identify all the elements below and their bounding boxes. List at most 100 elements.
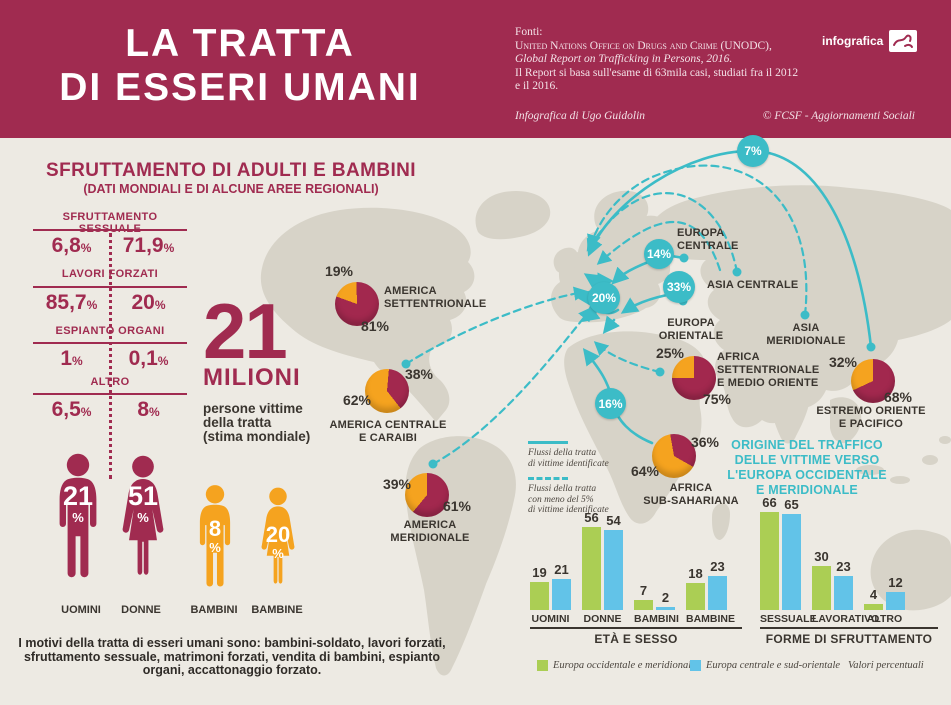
stat-values: 6,5% 8% (51, 398, 160, 421)
bar (812, 566, 831, 610)
bar-value-label: 30 (814, 549, 829, 564)
pie-region-name: AMERICA CENTRALE E CARAIBI (329, 419, 447, 444)
pie-label-red: 75% (702, 391, 732, 407)
stat-rule (33, 229, 187, 231)
flow-dashed-asia-centrale-outer (586, 192, 739, 274)
bar-value-label: 4 (869, 587, 878, 602)
bar-group: 7 2 BAMBINI (634, 583, 679, 625)
figure-label-donne: DONNE (121, 604, 161, 616)
bar-category-label: BAMBINE (686, 613, 735, 625)
legend-green: Europa occidentale e meridionale (537, 660, 696, 671)
bar-category-label: SESSUALE (760, 613, 817, 625)
pie-america-centrale (365, 369, 409, 413)
bar (708, 576, 727, 610)
bar-value-label: 12 (888, 575, 903, 590)
bar-value-label: 2 (661, 590, 670, 605)
x-axis (530, 627, 742, 629)
map-island (890, 476, 910, 484)
bar-value-label: 7 (639, 583, 648, 598)
blue-swatch (690, 660, 701, 671)
pie-label-red: 36% (690, 434, 720, 450)
logo-text: infografica (822, 34, 884, 48)
flow-badge-33: 33% (663, 271, 695, 303)
solid-line-swatch (528, 441, 568, 444)
figure-label-bambine: BAMBINE (251, 604, 303, 616)
pie-america-settentrionale (335, 282, 379, 326)
legend-blue: Europa centrale e sud-orientale (690, 660, 840, 671)
map-asia (646, 185, 951, 428)
flow-badge-14: 14% (644, 239, 674, 269)
chart-title: ETÀ E SESSO (594, 632, 678, 646)
sources-block: Fonti: United Nations Office on Drugs an… (515, 26, 799, 92)
big-number-unit: MILIONI (203, 364, 301, 391)
big-number-value: 21 (203, 287, 288, 375)
figure-value-uomini: 21% (62, 481, 94, 525)
flow-dashed-south-america (431, 306, 593, 466)
woman-figure-donne (122, 455, 164, 575)
flow-legend: Flussi della tratta di vittime identific… (528, 441, 646, 516)
map-island (939, 436, 951, 444)
flow-dashed-africa-sett (593, 341, 662, 374)
flow-dashed-north-america (404, 286, 589, 366)
pie-estremo-oriente (851, 359, 895, 403)
pie-america-meridionale (405, 473, 449, 517)
bar-chart-eta-e-sesso: 19 21 UOMINI 56 54 DONNE 7 2 BAMBINI 18 23 BAMBINE … (530, 507, 742, 705)
stat-label: SFRUTTAMENTO SESSUALE (62, 211, 158, 235)
bar-group: 4 12 ALTRO (864, 575, 905, 625)
figure-label-uomini: UOMINI (61, 604, 101, 616)
region-label-asia-centrale: ASIA CENTRALE (707, 279, 799, 291)
bar-value-label: 23 (836, 559, 851, 574)
bar-value-label: 65 (784, 497, 799, 512)
bar (530, 582, 549, 610)
figure-label-bambini: BAMBINI (190, 604, 238, 616)
flow-europa-centrale-arrow (611, 259, 653, 285)
map-uk (553, 247, 579, 274)
pie-africa-subsahariana (652, 434, 696, 478)
figure-value-donne: 51% (127, 481, 159, 525)
region-label-europa-orientale: EUROPA ORIENTALE (658, 317, 724, 342)
map-madagascar (712, 503, 730, 540)
map-southeast-asia (830, 397, 862, 444)
bar (656, 607, 675, 610)
bar-group: 18 23 BAMBINE (686, 559, 735, 625)
page-title: LA TRATTA DI ESSERI UMANI (59, 22, 421, 109)
pie-label-orange: 62% (342, 392, 372, 408)
flow-anchor-dot (655, 367, 665, 377)
footnote: I motivi della tratta di esseri umani so… (18, 636, 446, 677)
bar-category-label: LAVORATIVO (812, 613, 880, 625)
pie-label-red: 38% (404, 366, 434, 382)
pie-region-name: AMERICA MERIDIONALE (390, 519, 470, 544)
origin-traffic-title: ORIGINE DEL TRAFFICO DELLE VITTIME VERSO… (727, 438, 887, 497)
bar-value-label: 21 (554, 562, 569, 577)
green-swatch (537, 660, 548, 671)
section-subtitle: (DATI MONDIALI E DI ALCUNE AREE REGIONAL… (83, 182, 379, 196)
map-island (856, 465, 884, 475)
pie-label-orange: 19% (324, 263, 354, 279)
pie-region-name: AMERICA SETTENTRIONALE (384, 285, 487, 310)
flow-badge-16: 16% (595, 388, 626, 419)
dashed-line-swatch (528, 477, 568, 480)
big-number-block: 21 MILIONI persone vittime della tratta (s… (203, 292, 383, 444)
figure-value-bambine: 20% (265, 522, 291, 561)
bar-group: 56 54 DONNE (582, 510, 623, 625)
bar (552, 579, 571, 610)
pie-label-orange: 25% (655, 345, 685, 361)
flow-dashed-asia-meridionale (587, 164, 808, 317)
stat-values: 1% 0,1% (60, 347, 169, 370)
bar-category-label: UOMINI (531, 613, 570, 625)
bars-row: 66 65 SESSUALE 30 23 LAVORATIVO 4 12 ALTRO (760, 495, 938, 625)
bar-category-label: ALTRO (866, 613, 903, 625)
region-label-europa-centrale: EUROPA CENTRALE (677, 227, 739, 252)
legend-note: Valori percentuali (848, 660, 924, 671)
copyright-credit: © FCSF - Aggiornamenti Sociali (762, 110, 915, 122)
flow-badge-value: 33% (666, 280, 692, 294)
bar (886, 592, 905, 610)
pie-label-orange: 64% (630, 463, 660, 479)
bar-group: 66 65 SESSUALE (760, 495, 817, 625)
pie-label-red: 81% (360, 318, 390, 334)
bar (760, 512, 779, 610)
big-number-desc: persone vittime della tratta (stima mondia… (203, 401, 311, 444)
flow-anchor-dot (866, 342, 876, 352)
bar-category-label: DONNE (583, 613, 622, 625)
flow-anchor-dot (401, 359, 411, 369)
